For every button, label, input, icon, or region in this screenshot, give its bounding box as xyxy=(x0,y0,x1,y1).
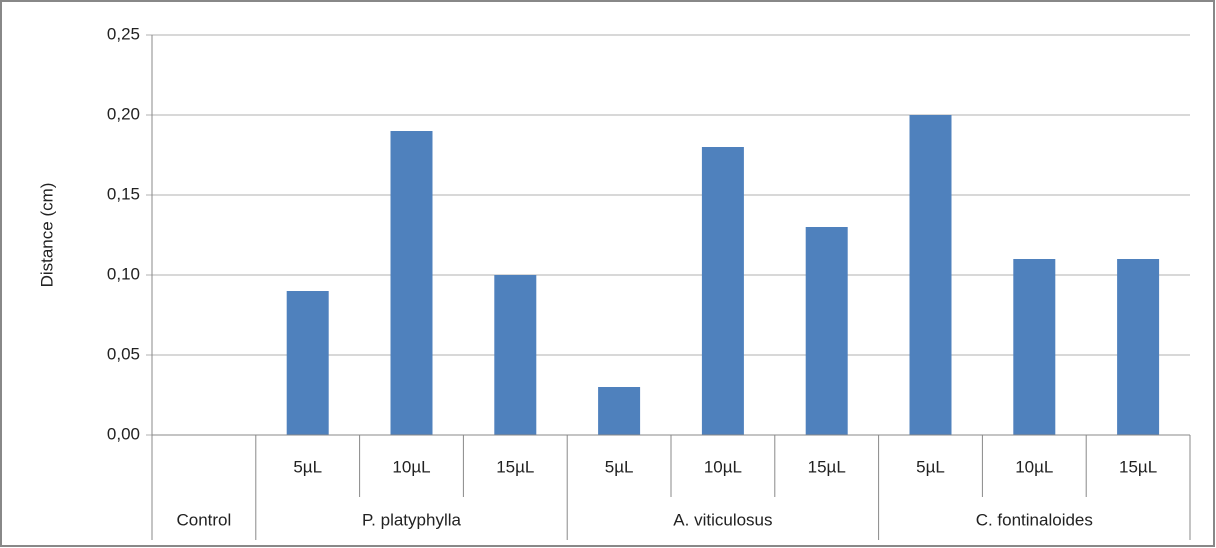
x-tick-label: 5µL xyxy=(916,457,945,476)
group-label: Control xyxy=(176,510,231,529)
bar xyxy=(598,387,641,435)
x-tick-label: 15µL xyxy=(808,457,846,476)
x-tick-label: 5µL xyxy=(605,457,634,476)
bar xyxy=(1117,259,1160,435)
bar xyxy=(390,131,433,435)
y-tick-label: 0,20 xyxy=(107,104,140,123)
x-tick-label: 10µL xyxy=(1015,457,1053,476)
y-tick-label: 0,10 xyxy=(107,264,140,283)
y-tick-label: 0,05 xyxy=(107,344,140,363)
y-tick-label: 0,15 xyxy=(107,184,140,203)
x-tick-label: 15µL xyxy=(496,457,534,476)
bar xyxy=(701,147,744,435)
x-tick-label: 10µL xyxy=(392,457,430,476)
x-tick-label: 15µL xyxy=(1119,457,1157,476)
bar xyxy=(909,115,952,435)
group-label: A. viticulosus xyxy=(673,510,772,529)
bar xyxy=(494,275,537,435)
x-tick-label: 10µL xyxy=(704,457,742,476)
x-tick-label: 5µL xyxy=(293,457,322,476)
bar xyxy=(805,227,848,435)
bar xyxy=(1013,259,1056,435)
y-tick-label: 0,00 xyxy=(107,424,140,443)
group-label: P. platyphylla xyxy=(362,510,461,529)
bar xyxy=(286,291,329,435)
y-tick-label: 0,25 xyxy=(107,24,140,43)
y-axis-label: Distance (cm) xyxy=(37,183,56,288)
group-label: C. fontinaloides xyxy=(976,510,1093,529)
